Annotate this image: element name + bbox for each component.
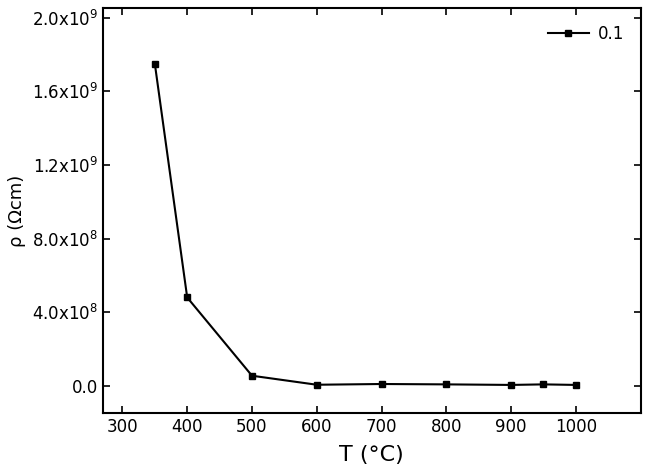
Legend: 0.1: 0.1 — [539, 17, 632, 52]
0.1 — [572, 382, 580, 388]
0.1 — [151, 61, 159, 66]
0.1 — [539, 382, 547, 387]
0.1 — [183, 295, 191, 300]
X-axis label: T (°C): T (°C) — [339, 445, 404, 464]
0.1 — [313, 382, 321, 387]
Line: 0.1: 0.1 — [151, 60, 580, 388]
0.1 — [508, 382, 515, 388]
0.1 — [378, 381, 386, 387]
0.1 — [443, 382, 450, 387]
Y-axis label: ρ (Ωcm): ρ (Ωcm) — [8, 175, 27, 247]
0.1 — [248, 373, 256, 378]
